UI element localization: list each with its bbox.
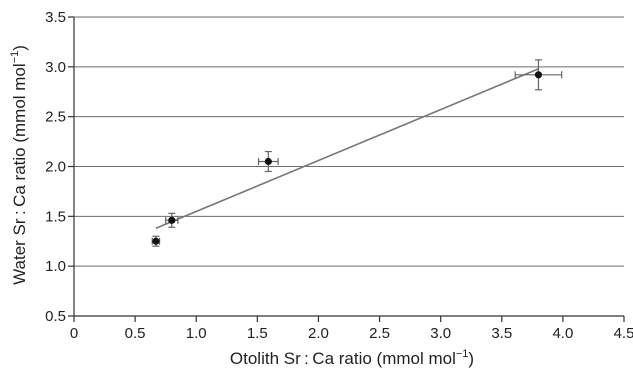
data-point — [257, 150, 279, 173]
x-tick-labels: 0 0.5 1.0 1.5 2.0 2.5 3.0 3.5 4.0 4.5 — [70, 316, 633, 342]
data-point — [151, 235, 161, 247]
x-tick-label: 4.0 — [552, 325, 573, 342]
x-axis-title: Otolith Sr : Ca ratio (mmol mol−1) — [230, 348, 474, 368]
x-tick-label: 1.5 — [247, 325, 268, 342]
x-tick-label: 3.5 — [491, 325, 512, 342]
y-tick-label: 1.5 — [45, 208, 66, 225]
x-tick-label: 2.0 — [308, 325, 329, 342]
y-tick-label: 2.5 — [45, 109, 66, 126]
point-marker — [152, 237, 160, 245]
x-tick-label: 1.0 — [186, 325, 207, 342]
x-tick-label: 0 — [70, 325, 78, 342]
x-tick-label: 3.0 — [430, 325, 451, 342]
y-tick-labels: 0.5 1.0 1.5 2.0 2.5 3.0 3.5 — [45, 9, 74, 325]
point-marker — [264, 157, 272, 166]
y-tick-label: 1.0 — [45, 258, 66, 275]
gridlines — [74, 16, 624, 267]
point-marker — [534, 71, 543, 79]
y-tick-label: 3.5 — [45, 9, 66, 26]
x-tick-label: 4.5 — [614, 325, 633, 342]
y-tick-label: 0.5 — [45, 308, 66, 325]
y-tick-label: 2.0 — [45, 159, 66, 176]
x-tick-label: 0.5 — [125, 325, 146, 342]
data-points — [151, 59, 563, 247]
y-axis-title: Water Sr : Ca ratio (mmol mol−1) — [9, 45, 29, 285]
data-point — [165, 212, 179, 228]
y-tick-label: 3.0 — [45, 59, 66, 76]
x-tick-label: 2.5 — [369, 325, 390, 342]
data-point — [514, 59, 563, 91]
point-marker — [168, 216, 176, 224]
regression-line — [155, 68, 539, 230]
